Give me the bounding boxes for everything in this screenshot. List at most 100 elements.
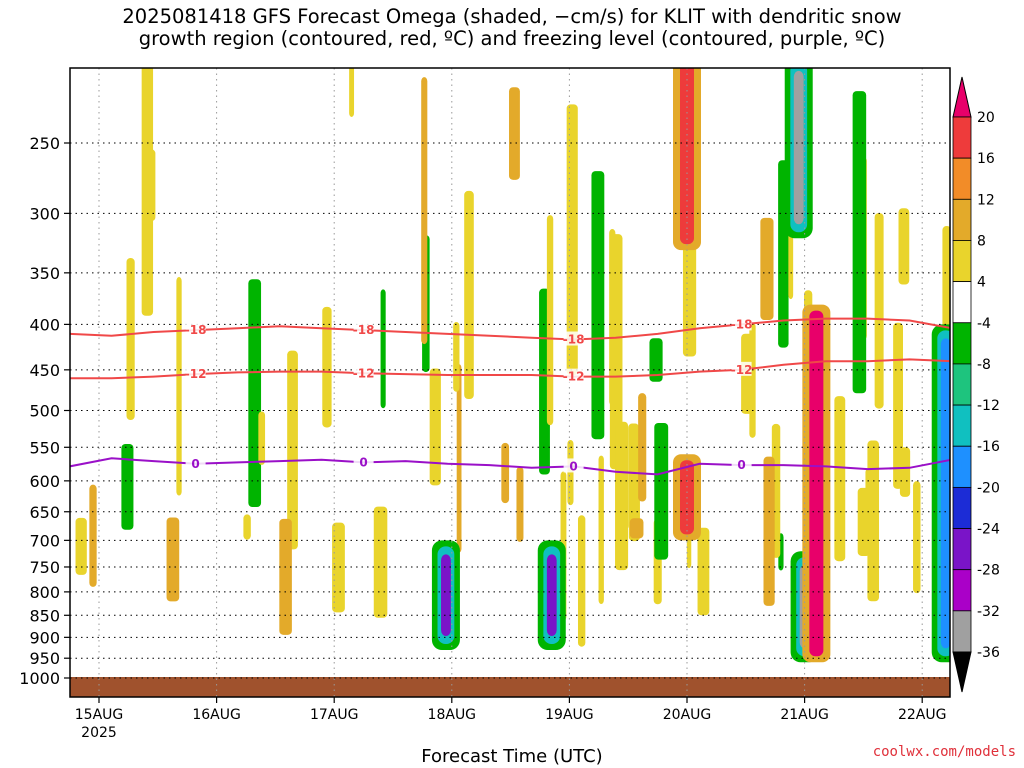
- colorbar-bin: [952, 610, 972, 653]
- y-tick-label: 550: [29, 438, 60, 457]
- colorbar-bin: [952, 240, 972, 283]
- colorbar-level-label: -8: [977, 357, 991, 373]
- omega-streak: [243, 514, 251, 540]
- contour-label-bg: [353, 365, 374, 380]
- chart-title-line-1: 2025081418 GFS Forecast Omega (shaded, −…: [122, 5, 902, 28]
- colorbar-bin: [952, 116, 972, 159]
- contour-label: -12: [185, 367, 207, 381]
- colorbar-level-label: -28: [977, 563, 1000, 579]
- omega-streak: [598, 455, 604, 605]
- contour-label-bg: [353, 454, 374, 469]
- omega-streak: [852, 91, 867, 394]
- colorbar-bin: [952, 157, 972, 200]
- omega-streak: [421, 77, 428, 345]
- y-tick-label: 350: [29, 264, 60, 283]
- y-tick-label: 650: [29, 503, 60, 522]
- y-tick-label: 800: [29, 583, 60, 602]
- omega-streak: [456, 364, 462, 553]
- contour-label-bg: [563, 331, 584, 346]
- omega-feature-core: [809, 310, 824, 657]
- x-tick-label: 22AUG: [898, 707, 947, 723]
- omega-streak: [287, 350, 298, 550]
- colorbar-level-label: -4: [977, 316, 991, 332]
- contour-label: 0: [569, 459, 577, 473]
- contour-label-bg: [353, 322, 374, 337]
- y-tick-label: 850: [29, 606, 60, 625]
- colorbar-level-label: -16: [977, 439, 1000, 455]
- omega-streak: [145, 149, 156, 222]
- contour-label-bg: [185, 366, 206, 381]
- colorbar-level-label: -12: [977, 398, 1000, 414]
- contour-label: -12: [353, 366, 375, 380]
- omega-streak: [429, 368, 441, 486]
- contour-label: -18: [353, 323, 375, 337]
- colorbar-bin: [952, 198, 972, 241]
- contour-label-bg: [185, 322, 206, 337]
- colorbar-level-label: 20: [977, 110, 995, 126]
- contour-label: -18: [563, 333, 585, 347]
- y-tick-label: 500: [29, 402, 60, 421]
- y-tick-label: 600: [29, 472, 60, 491]
- omega-shading: [75, 68, 950, 663]
- x-tick-label: 21AUG: [780, 707, 829, 723]
- colorbar-level-label: -24: [977, 522, 1000, 538]
- y-tick-label: 450: [29, 361, 60, 380]
- x-tick-label: 15AUG: [75, 707, 124, 723]
- colorbar-bottom-arrow: [952, 651, 972, 693]
- contour-label-bg: [563, 368, 584, 383]
- omega-streak: [380, 289, 386, 409]
- omega-streak: [166, 517, 180, 602]
- y-tick-label: 700: [29, 531, 60, 550]
- colorbar-bin: [952, 404, 972, 447]
- x-tick-label: 16AUG: [192, 707, 241, 723]
- omega-streak: [857, 487, 871, 556]
- colorbar-bin: [952, 528, 972, 571]
- omega-streak: [279, 518, 292, 635]
- plot-frame: [69, 67, 951, 698]
- omega-streak: [609, 229, 616, 406]
- omega-streak: [126, 257, 135, 421]
- omega-streak: [913, 481, 921, 594]
- contour-label-bg: [563, 458, 584, 473]
- colorbar-bin: [952, 281, 972, 324]
- colorbar-legend: 20 16 12 8 4 -4 -8 -12 -16 -20 -24 -28 -32 -36: [952, 76, 1000, 693]
- contour-label: -18: [185, 323, 207, 337]
- contour-line: [70, 358, 950, 380]
- x-tick-label: 18AUG: [428, 707, 477, 723]
- omega-streak: [121, 444, 134, 530]
- omega-streak: [373, 506, 388, 618]
- omega-streak: [546, 215, 554, 426]
- ground-surface: [70, 677, 950, 697]
- ground-band: [70, 677, 950, 697]
- omega-feature-core: [940, 338, 950, 649]
- colorbar-level-label: 4: [977, 275, 986, 291]
- x-tick-label: 17AUG: [310, 707, 359, 723]
- contour-label-bg: [731, 361, 752, 376]
- contour-label: 0: [737, 458, 745, 472]
- omega-streak: [258, 411, 266, 465]
- omega-streak: [509, 87, 520, 180]
- colorbar-level-label: 8: [977, 233, 986, 249]
- omega-streak: [89, 484, 97, 587]
- colorbar-bin: [952, 322, 972, 365]
- contour-label: -12: [731, 363, 753, 377]
- colorbar-bin: [952, 445, 972, 488]
- omega-streak: [629, 518, 644, 539]
- contour-label: -18: [731, 317, 753, 331]
- contour-label-bg: [185, 455, 206, 470]
- colorbar-level-label: -32: [977, 604, 1000, 620]
- x-tick-label: 19AUG: [545, 707, 594, 723]
- omega-streak: [566, 104, 578, 376]
- y-tick-label: 300: [29, 204, 60, 223]
- omega-streak: [501, 442, 510, 504]
- omega-streak: [349, 68, 355, 117]
- contour-line: [70, 457, 950, 476]
- temperature-contours: -18 -18 -18 -18 -12 -12 -12 -12 0 0 0 0: [70, 316, 950, 476]
- colorbar-top-arrow: [952, 76, 972, 118]
- omega-streak: [248, 279, 262, 508]
- chart-title: 2025081418 GFS Forecast Omega (shaded, −…: [0, 6, 1024, 50]
- contour-label: 0: [191, 457, 199, 471]
- chart-title-line-2: growth region (contoured, red, ºC) and f…: [138, 27, 886, 50]
- omega-streak: [453, 322, 460, 392]
